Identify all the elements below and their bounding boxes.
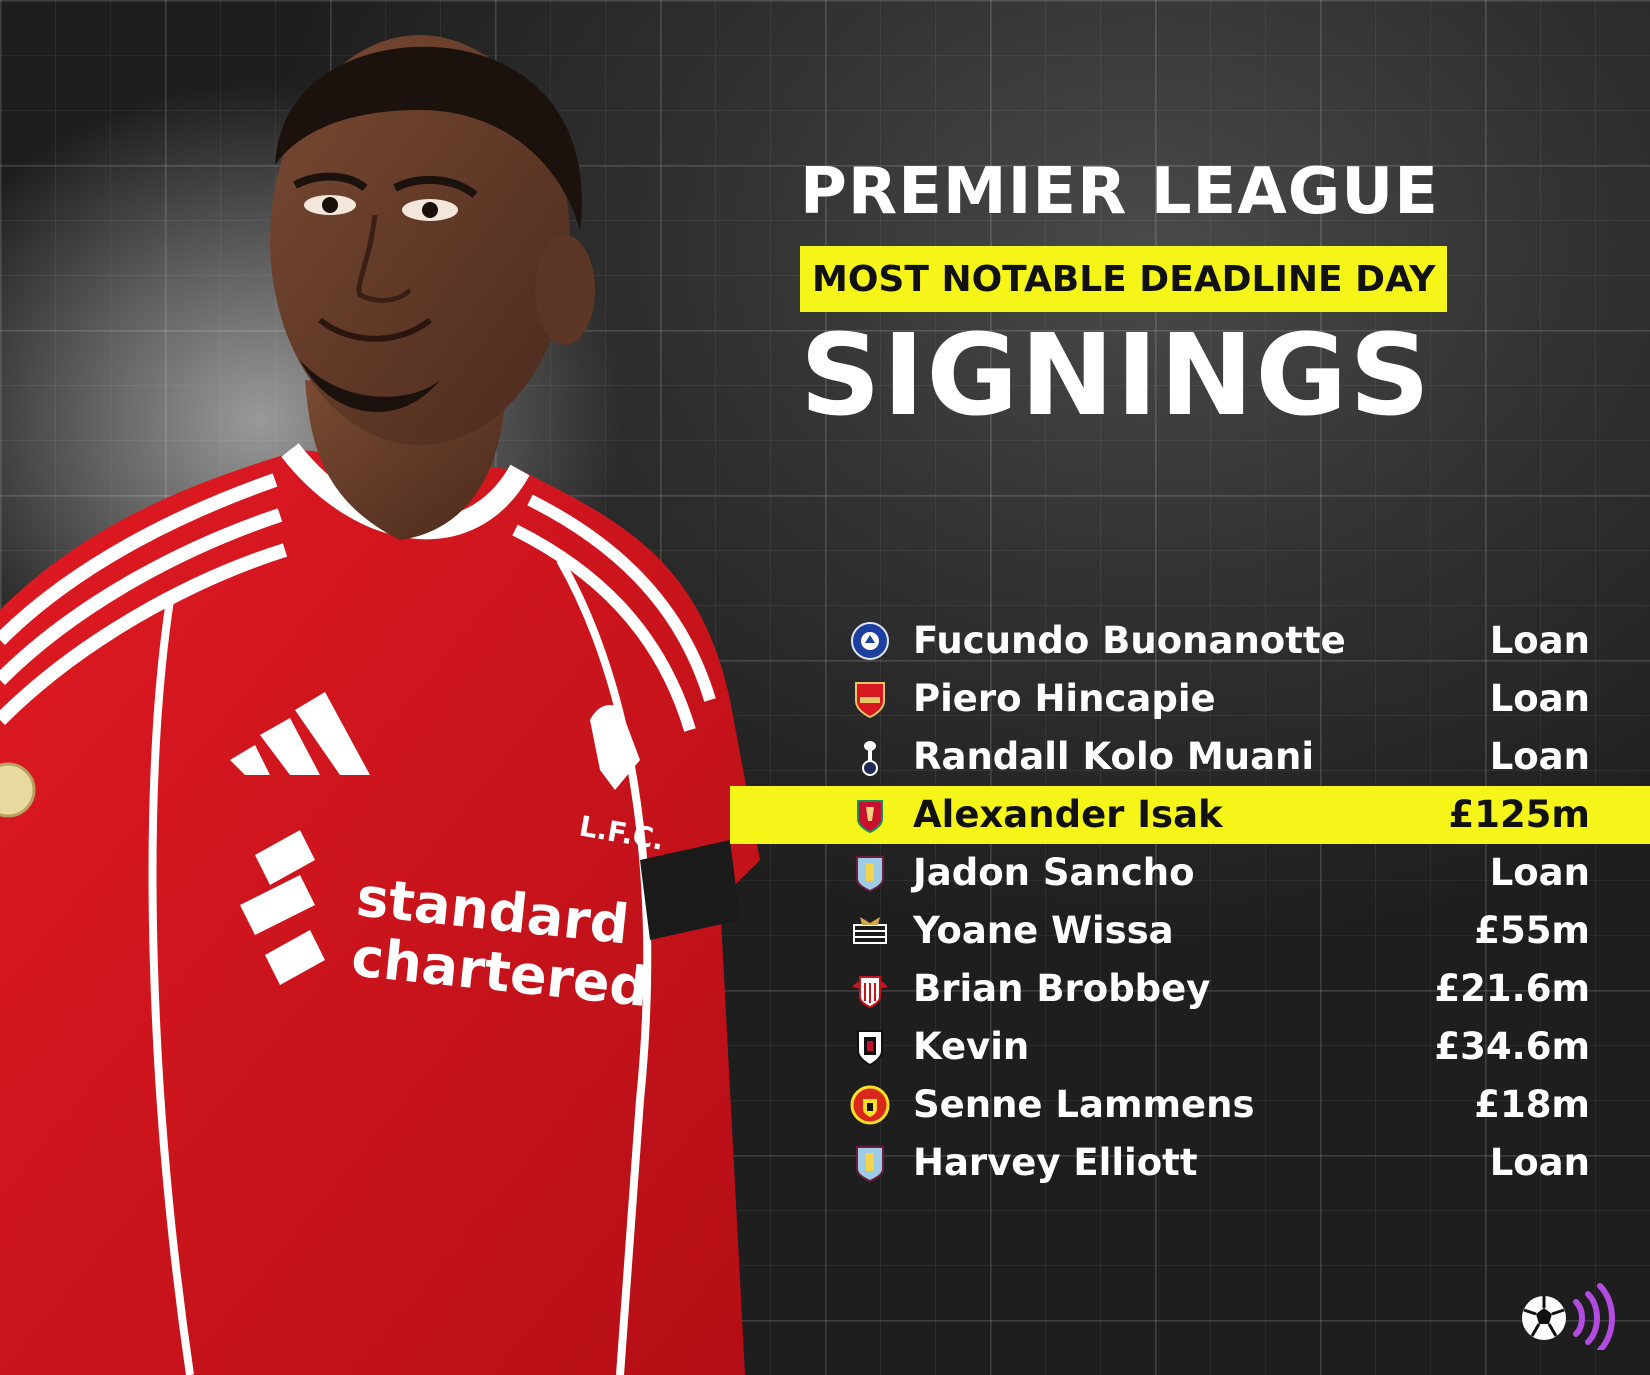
- tottenham-crest-icon: [862, 741, 878, 776]
- player-name: Fucundo Buonanotte: [913, 619, 1346, 662]
- football-broadcast-logo-icon: [1522, 1283, 1615, 1350]
- list-item: Harvey Elliott Loan: [730, 1134, 1650, 1192]
- list-item: Piero Hincapie Loan: [730, 670, 1650, 728]
- headline-bottom: SIGNINGS: [800, 311, 1432, 441]
- list-item-highlighted: Alexander Isak £125m: [730, 786, 1650, 844]
- player-name: Harvey Elliott: [913, 1141, 1198, 1184]
- fulham-crest-icon: [857, 1030, 883, 1067]
- list-item: Jadon Sancho Loan: [730, 844, 1650, 902]
- player-name: Brian Brobbey: [913, 967, 1211, 1010]
- sunderland-crest-icon: [852, 976, 888, 1009]
- list-item: Brian Brobbey £21.6m: [730, 960, 1650, 1018]
- list-item: Fucundo Buonanotte Loan: [730, 612, 1650, 670]
- chelsea-crest-icon: [851, 622, 889, 660]
- transfer-fee: £55m: [1474, 909, 1590, 952]
- player-name: Piero Hincapie: [913, 677, 1216, 720]
- list-item: Yoane Wissa £55m: [730, 902, 1650, 960]
- player-name: Alexander Isak: [913, 793, 1223, 836]
- player-photo: standard chartered L.F.C.: [0, 35, 760, 1375]
- man-united-crest-icon: [850, 1085, 890, 1125]
- transfer-fee: £125m: [1448, 793, 1590, 836]
- player-name: Randall Kolo Muani: [913, 735, 1315, 778]
- transfer-fee: £21.6m: [1434, 967, 1590, 1010]
- transfer-fee: Loan: [1489, 677, 1590, 720]
- transfer-fee: £18m: [1474, 1083, 1590, 1126]
- transfer-fee: Loan: [1489, 1141, 1590, 1184]
- list-item: Kevin £34.6m: [730, 1018, 1650, 1076]
- liverpool-crest-icon: [857, 800, 883, 834]
- list-item: Randall Kolo Muani Loan: [730, 728, 1650, 786]
- newcastle-crest-icon: [853, 917, 887, 944]
- headline: PREMIER LEAGUE MOST NOTABLE DEADLINE DAY…: [800, 160, 1530, 436]
- player-name: Yoane Wissa: [913, 909, 1174, 952]
- headline-top: PREMIER LEAGUE: [800, 155, 1439, 229]
- adidas-logo-icon: [230, 692, 370, 775]
- transfer-fee: Loan: [1489, 851, 1590, 894]
- aston-villa-crest-icon: [856, 856, 884, 893]
- aston-villa-crest-icon: [856, 1146, 884, 1183]
- arsenal-crest-icon: [855, 682, 885, 719]
- transfer-fee: Loan: [1489, 735, 1590, 778]
- sponsor-logo-icon: [240, 830, 325, 985]
- signings-list: Fucundo Buonanotte Loan Piero Hincapie L…: [730, 612, 1650, 1192]
- player-name: Jadon Sancho: [913, 851, 1195, 894]
- player-name: Kevin: [913, 1025, 1030, 1068]
- liverpool-bird-icon: [590, 705, 640, 790]
- transfer-fee: Loan: [1489, 619, 1590, 662]
- list-item: Senne Lammens £18m: [730, 1076, 1650, 1134]
- headline-band: MOST NOTABLE DEADLINE DAY: [800, 246, 1448, 312]
- player-name: Senne Lammens: [913, 1083, 1255, 1126]
- shirt: [0, 450, 760, 1375]
- transfer-fee: £34.6m: [1434, 1025, 1590, 1068]
